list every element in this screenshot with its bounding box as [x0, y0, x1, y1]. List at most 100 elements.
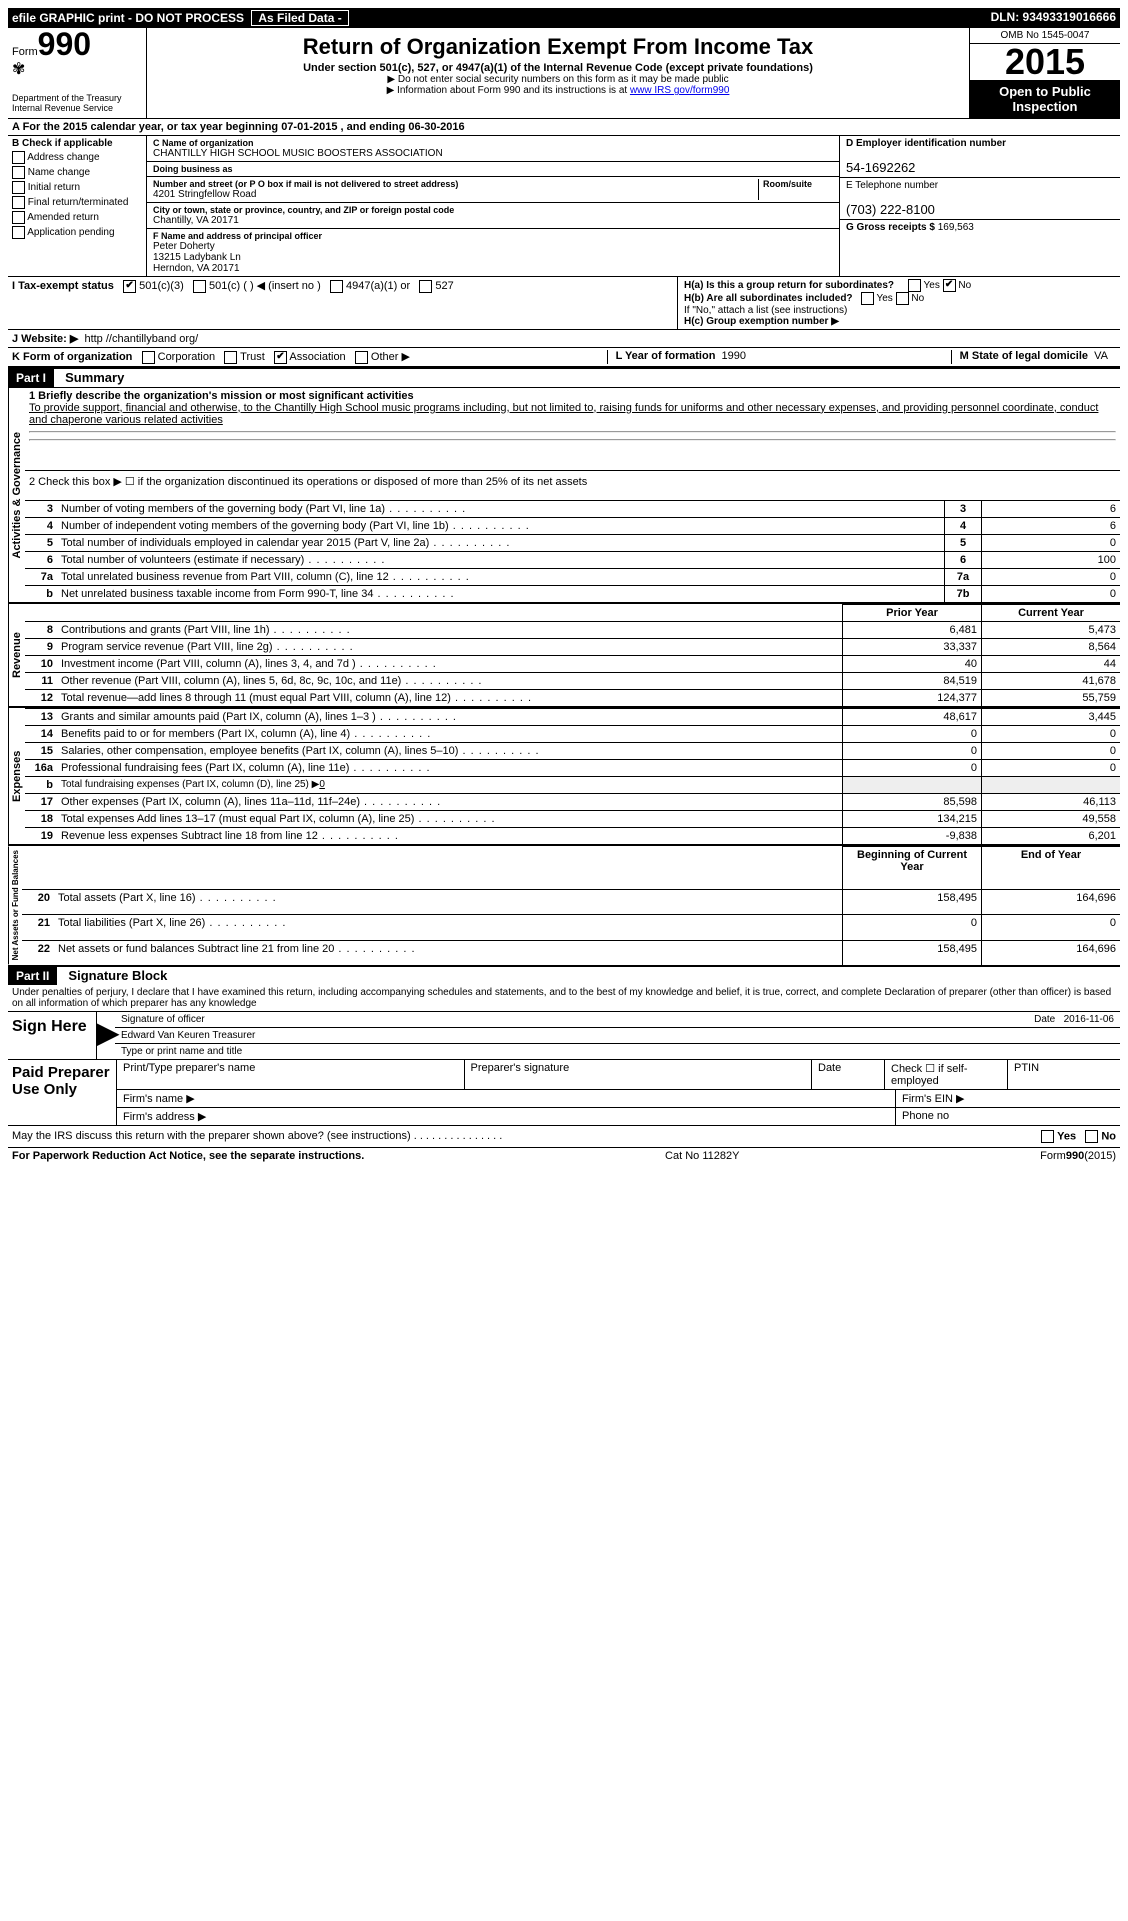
line-num: 9	[25, 639, 57, 656]
line-desc: Number of voting members of the governin…	[57, 501, 945, 518]
line-desc: Professional fundraising fees (Part IX, …	[57, 760, 843, 777]
opt-501c: 501(c) ( ) ◀ (insert no )	[209, 280, 321, 292]
col-de: D Employer identification number 54-1692…	[839, 136, 1120, 276]
chk-discuss-no[interactable]	[1085, 1130, 1098, 1143]
sign-arrow-icon: ▶	[97, 1012, 115, 1059]
cell-current: 0	[982, 760, 1121, 777]
cell-current: 164,696	[982, 890, 1121, 915]
tax-year: 2015	[970, 44, 1120, 80]
opt-527: 527	[435, 280, 453, 292]
opt-trust: Trust	[240, 351, 265, 363]
line-desc: Program service revenue (Part VIII, line…	[57, 639, 843, 656]
chk-application-pending[interactable]	[12, 226, 25, 239]
line-num: 22	[22, 940, 54, 965]
year-formation-label: L Year of formation	[616, 350, 716, 362]
opt-4947: 4947(a)(1) or	[346, 280, 410, 292]
line-desc: Total number of volunteers (estimate if …	[57, 552, 945, 569]
line-num: b	[25, 586, 57, 603]
org-name: CHANTILLY HIGH SCHOOL MUSIC BOOSTERS ASS…	[153, 148, 833, 159]
may-discuss-text: May the IRS discuss this return with the…	[12, 1130, 411, 1142]
chk-association[interactable]: ✔	[274, 351, 287, 364]
chk-corporation[interactable]	[142, 351, 155, 364]
line-desc: Net unrelated business taxable income fr…	[57, 586, 945, 603]
cell-prior: 33,337	[843, 639, 982, 656]
mission-text: To provide support, financial and otherw…	[29, 402, 1098, 426]
line-desc: Benefits paid to or for members (Part IX…	[57, 726, 843, 743]
chk-501c[interactable]	[193, 280, 206, 293]
chk-ha-no[interactable]: ✔	[943, 279, 956, 292]
cell-prior: 134,215	[843, 811, 982, 828]
chk-hb-no[interactable]	[896, 292, 909, 305]
line-desc: Grants and similar amounts paid (Part IX…	[57, 709, 843, 726]
line-key: 7b	[945, 586, 982, 603]
chk-ha-yes[interactable]	[908, 279, 921, 292]
lbl-name-change: Name change	[28, 167, 90, 178]
chk-other[interactable]	[355, 351, 368, 364]
part1-title: Summary	[57, 370, 124, 385]
chk-527[interactable]	[419, 280, 432, 293]
vert-revenue: Revenue	[8, 604, 25, 706]
chk-501c3[interactable]: ✔	[123, 280, 136, 293]
ssn-warning: ▶ Do not enter social security numbers o…	[151, 74, 965, 85]
col-c-org-details: C Name of organization CHANTILLY HIGH SC…	[147, 136, 839, 276]
dept-treasury: Department of the Treasury	[12, 93, 142, 103]
line-num: 19	[25, 828, 57, 845]
dba-label: Doing business as	[153, 164, 833, 174]
line-key: 7a	[945, 569, 982, 586]
cell-current: 0	[982, 915, 1121, 940]
chk-discuss-yes[interactable]	[1041, 1130, 1054, 1143]
chk-4947[interactable]	[330, 280, 343, 293]
col-begin-year: Beginning of Current Year	[843, 847, 982, 890]
line-num: 12	[25, 690, 57, 707]
opt-501c3: 501(c)(3)	[139, 280, 184, 292]
line-num: 18	[25, 811, 57, 828]
vert-expenses: Expenses	[8, 708, 25, 844]
vert-netassets: Net Assets or Fund Balances	[8, 846, 22, 964]
col-b-header: B Check if applicable	[12, 138, 142, 149]
line-desc: Net assets or fund balances Subtract lin…	[54, 940, 843, 965]
efile-top-bar: efile GRAPHIC print - DO NOT PROCESS As …	[8, 8, 1120, 28]
chk-name-change[interactable]	[12, 166, 25, 179]
ein-value: 54-1692262	[846, 160, 915, 175]
as-filed-box: As Filed Data -	[251, 10, 348, 26]
line-num: 10	[25, 656, 57, 673]
firm-addr-label: Firm's address ▶	[117, 1108, 896, 1125]
line-value: 0	[982, 586, 1121, 603]
line-value: 6	[982, 518, 1121, 535]
phone-value: (703) 222-8100	[846, 202, 935, 217]
chk-trust[interactable]	[224, 351, 237, 364]
chk-amended-return[interactable]	[12, 211, 25, 224]
chk-hb-yes[interactable]	[861, 292, 874, 305]
line-num: 4	[25, 518, 57, 535]
footer: For Paperwork Reduction Act Notice, see …	[8, 1147, 1120, 1164]
prep-sig-label: Preparer's signature	[465, 1060, 813, 1089]
cell-prior: 0	[843, 760, 982, 777]
hb-note: If "No," attach a list (see instructions…	[684, 305, 1114, 316]
form-label: Form	[12, 46, 38, 58]
line-num: 8	[25, 622, 57, 639]
cell-prior: 0	[843, 743, 982, 760]
phone-label: E Telephone number	[846, 180, 938, 191]
line-value: 0	[982, 535, 1121, 552]
org-info-section: B Check if applicable Address change Nam…	[8, 136, 1120, 277]
cell-current: 49,558	[982, 811, 1121, 828]
sig-name-label: Type or print name and title	[121, 1046, 242, 1057]
form-header: Form990 ✾ Department of the Treasury Int…	[8, 28, 1120, 119]
lbl-address-change: Address change	[27, 152, 99, 163]
firm-phone-label: Phone no	[896, 1108, 1120, 1125]
opt-corporation: Corporation	[158, 351, 215, 363]
line-value: 100	[982, 552, 1121, 569]
info-text: ▶ Information about Form 990 and its ins…	[387, 85, 630, 96]
chk-final-return[interactable]	[12, 196, 25, 209]
hb-label: H(b) Are all subordinates included?	[684, 293, 853, 304]
irs-link[interactable]: www IRS gov/form990	[630, 85, 729, 96]
part1-badge: Part I	[8, 369, 54, 387]
state-domicile-value: VA	[1094, 350, 1108, 362]
line2-discontinue: 2 Check this box ▶ ☐ if the organization…	[25, 470, 1120, 500]
chk-initial-return[interactable]	[12, 181, 25, 194]
lbl-initial-return: Initial return	[28, 182, 80, 193]
lbl-application-pending: Application pending	[27, 227, 114, 238]
chk-address-change[interactable]	[12, 151, 25, 164]
cell-prior	[843, 777, 982, 794]
firm-name-label: Firm's name ▶	[117, 1090, 896, 1107]
